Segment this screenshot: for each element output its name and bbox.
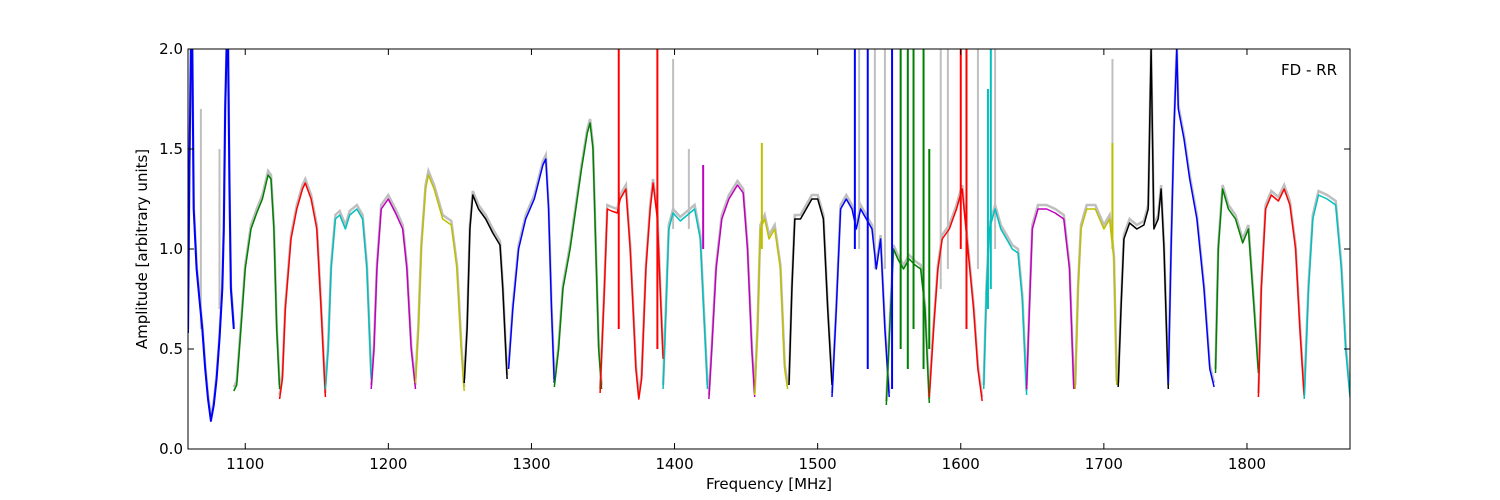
plot-background [188, 49, 1350, 449]
x-tick-label: 1600 [942, 455, 980, 473]
y-tick-label: 0.5 [159, 340, 183, 358]
series-layer [188, 49, 1350, 422]
y-tick-label: 2.0 [159, 40, 183, 58]
series-line [324, 208, 372, 390]
series-line [1117, 49, 1170, 390]
y-tick-label: 1.5 [159, 140, 183, 158]
series-line [1214, 188, 1260, 374]
gray-series-line [830, 192, 891, 394]
series-line [553, 122, 603, 390]
series-line [414, 174, 465, 392]
y-tick-label: 1.0 [159, 240, 183, 258]
x-axis-label: Frequency [MHz] [706, 475, 832, 493]
y-axis: 0.0 0.5 1.0 1.5 2.0 [159, 40, 1350, 458]
series-line [278, 182, 327, 400]
series-line [1167, 49, 1215, 388]
series-line [1257, 188, 1305, 398]
series-line [1303, 194, 1350, 400]
y-tick-label: 0.0 [159, 440, 183, 458]
x-tick-label: 1300 [512, 455, 550, 473]
x-tick-label: 1800 [1228, 455, 1266, 473]
series-line [788, 198, 833, 386]
y-axis-label: Amplitude [arbitrary units] [133, 149, 151, 349]
x-tick-label: 1200 [369, 455, 407, 473]
series-line [188, 49, 235, 422]
series-line [370, 198, 417, 390]
series-line [753, 218, 789, 396]
series-line [831, 198, 890, 398]
chart-annotation: FD - RR [1281, 61, 1337, 79]
series-line [463, 194, 508, 384]
x-tick-label: 1100 [226, 455, 264, 473]
series-line [662, 208, 709, 390]
series-line [599, 182, 664, 400]
x-tick-label: 1700 [1085, 455, 1123, 473]
series-line [928, 188, 983, 402]
series-line [507, 158, 556, 384]
x-tick-label: 1400 [655, 455, 693, 473]
series-line [233, 174, 281, 392]
series-line [1025, 208, 1075, 390]
series-line [708, 184, 756, 400]
x-axis: 1100 1200 1300 1400 1500 1600 1700 1800 [226, 49, 1266, 473]
x-tick-label: 1500 [799, 455, 837, 473]
